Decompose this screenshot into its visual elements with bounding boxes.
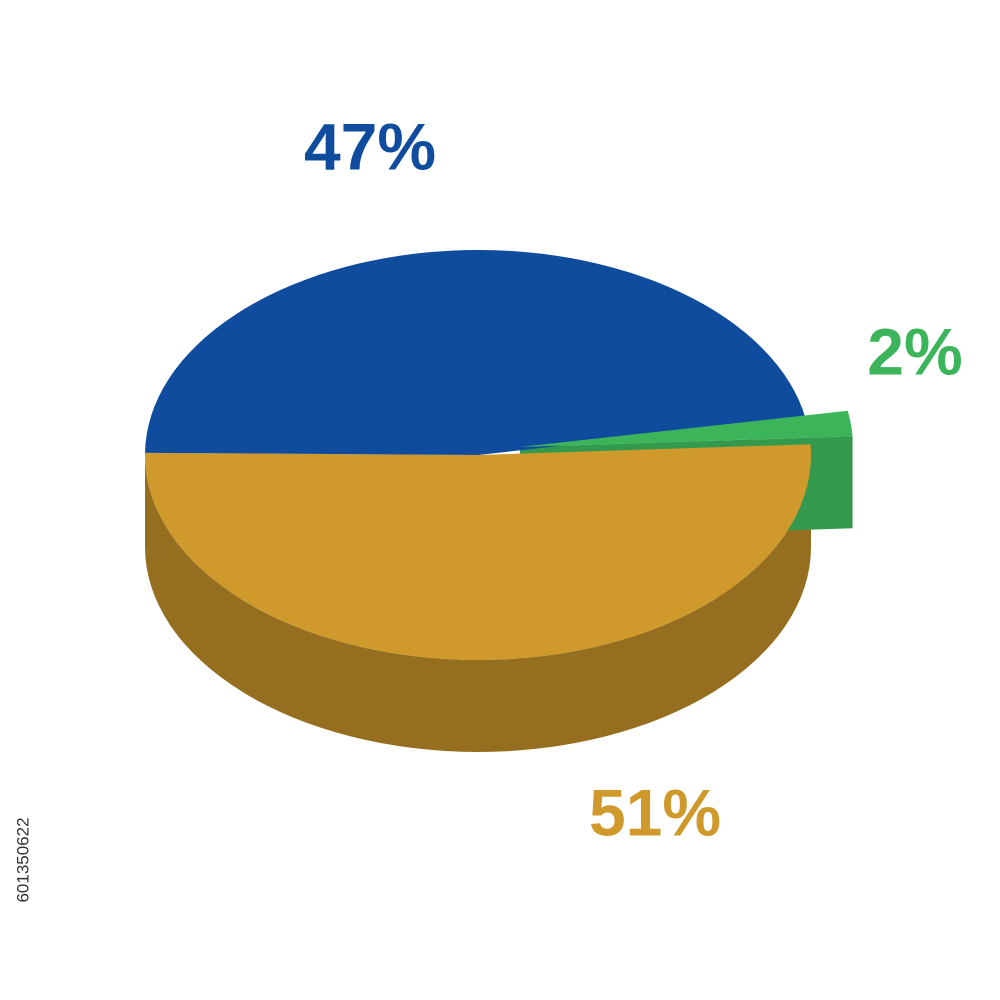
value-label: 2% bbox=[867, 314, 962, 388]
slice-side bbox=[145, 455, 811, 752]
slice bbox=[145, 444, 811, 660]
slice bbox=[145, 250, 806, 455]
value-label: 47% bbox=[304, 109, 436, 183]
slice bbox=[520, 410, 853, 447]
labels: 51% 47% 2% bbox=[304, 109, 963, 849]
value-label: 51% bbox=[589, 775, 721, 849]
image-id: 601350622 bbox=[13, 817, 32, 902]
pie-tops bbox=[145, 250, 853, 660]
